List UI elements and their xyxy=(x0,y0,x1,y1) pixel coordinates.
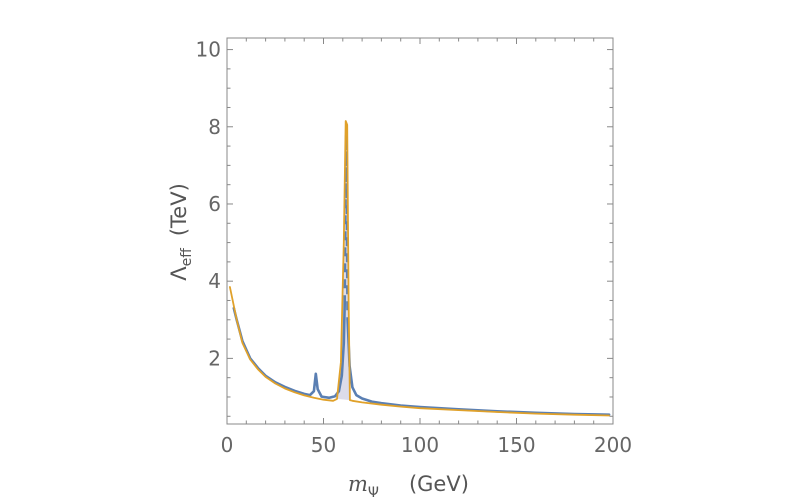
x-tick-labels: 0 50 100 150 200 xyxy=(221,433,632,457)
x-tick-label: 200 xyxy=(594,433,632,457)
x-tick-label: 150 xyxy=(497,433,535,457)
x-tick-label: 0 xyxy=(221,433,234,457)
series-line-blue-2 xyxy=(346,318,611,417)
y-tick-label: 2 xyxy=(208,346,221,370)
x-tick-label: 100 xyxy=(401,433,439,457)
plot-frame xyxy=(226,37,614,425)
y-tick-label: 4 xyxy=(208,269,221,293)
y-axis-label: Λeff(TeV) xyxy=(167,183,195,281)
axis-ticks xyxy=(226,38,614,424)
x-axis-label: mΨ (GeV) xyxy=(348,472,469,500)
y-tick-label: 10 xyxy=(196,38,221,62)
y-tick-label: 8 xyxy=(208,115,221,139)
y-tick-label: 6 xyxy=(208,192,221,216)
x-tick-label: 50 xyxy=(311,433,336,457)
series-line-blue-1 xyxy=(232,302,347,400)
y-tick-labels: 2 4 6 8 10 xyxy=(196,38,221,371)
plot-area xyxy=(228,120,611,417)
series-line-blue-3 xyxy=(343,125,349,320)
series-line-orange-4 xyxy=(228,120,610,417)
